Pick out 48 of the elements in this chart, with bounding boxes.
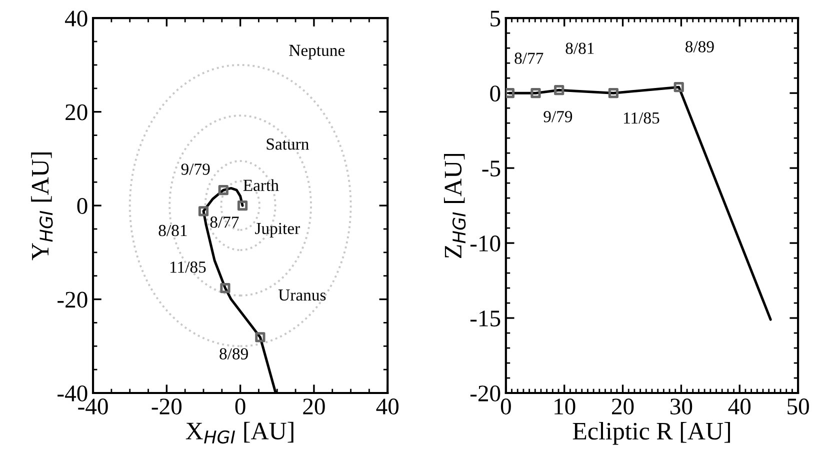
y-axis-title: Y$_{HGI}$ [AU] (31, 152, 53, 260)
point (255, 332, 266, 342)
y-tick-label: 0 (77, 198, 88, 214)
annotation: 8/77 (210, 216, 239, 228)
x-tick-label: 0 (500, 398, 511, 414)
x-tick-label: 0 (235, 398, 246, 414)
x-axis-title: Ecliptic R [AU] (572, 422, 730, 445)
y-tick-label: 20 (66, 104, 88, 120)
annotation: Jupiter (255, 222, 300, 238)
point (608, 88, 618, 98)
annotation: Earth (243, 179, 279, 191)
y-axis-title: Z$_{HGI}$ [AU] (444, 154, 466, 258)
y-tick-label: 5 (490, 10, 500, 27)
point (554, 85, 564, 96)
annotation: 11/85 (170, 262, 206, 273)
annotation: 8/81 (566, 42, 594, 54)
point (198, 206, 209, 216)
x-tick-label: 40 (728, 398, 751, 414)
x-tick-label: -20 (152, 398, 182, 414)
annotation: 8/89 (686, 41, 714, 52)
annotation: Neptune (289, 44, 345, 60)
annotation: Uranus (278, 290, 326, 301)
point (218, 185, 228, 196)
x-tick-label: 40 (376, 398, 399, 414)
annotation: 9/79 (181, 164, 210, 175)
x-tick-label: 30 (670, 398, 692, 414)
annotation: Saturn (266, 138, 309, 150)
y-tick-label: -20 (470, 386, 500, 402)
y-tick-label: 40 (65, 10, 88, 27)
annotation: 8/77 (514, 52, 544, 64)
point (220, 282, 230, 294)
x-tick-label: 20 (612, 398, 634, 414)
y-tick-label: -15 (470, 310, 500, 326)
y-tick-label: 0 (490, 86, 500, 102)
x-tick-label: 50 (788, 398, 809, 414)
x-axis-title: X$_{HGI}$ [AU] (186, 422, 294, 444)
x-tick-label: 10 (554, 398, 576, 414)
y-tick-label: -10 (470, 236, 500, 252)
x-tick-label: 20 (303, 398, 325, 414)
point (674, 82, 684, 92)
annotation: 8/81 (158, 224, 187, 236)
y-tick-label: -20 (58, 292, 88, 308)
annotation: 9/79 (544, 111, 572, 122)
point (530, 88, 541, 98)
annotation: 11/85 (624, 112, 660, 124)
y-tick-label: -5 (482, 160, 500, 176)
annotation: 8/89 (220, 348, 248, 360)
point (237, 200, 248, 211)
